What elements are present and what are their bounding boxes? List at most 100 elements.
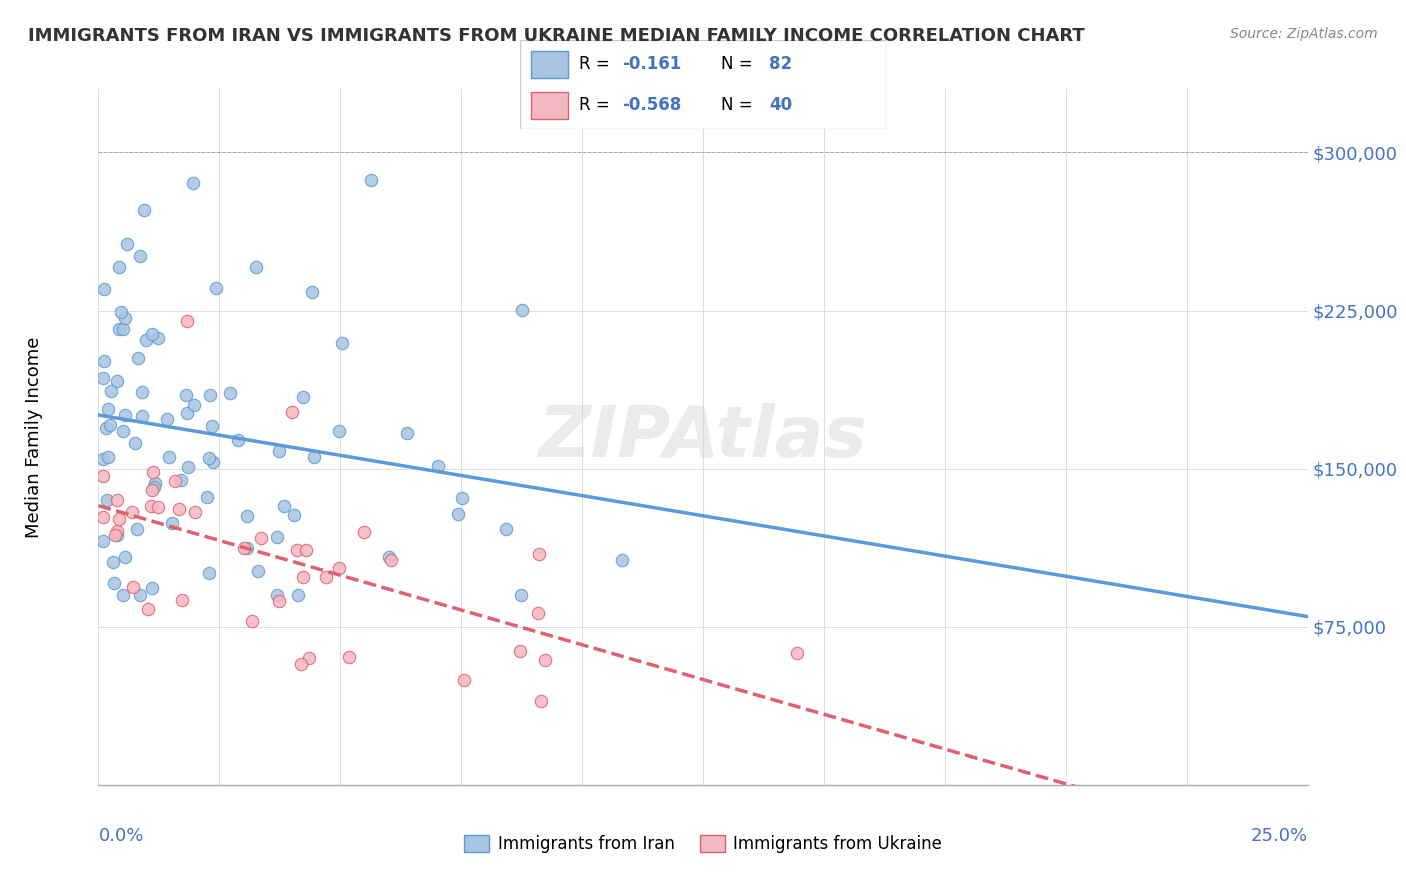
Point — [135, 334, 157, 348]
Point — [510, 303, 533, 318]
Point — [91, 451, 114, 466]
Point — [91, 534, 114, 549]
Point — [233, 541, 256, 555]
Text: 82: 82 — [769, 55, 792, 73]
Point — [328, 561, 350, 575]
Point — [291, 390, 314, 404]
Point — [139, 499, 162, 513]
Point — [129, 588, 152, 602]
Point — [246, 564, 269, 578]
Point — [110, 304, 132, 318]
Text: 0.0%: 0.0% — [98, 827, 143, 845]
Point — [200, 418, 222, 433]
Text: 40: 40 — [769, 96, 792, 114]
Point — [495, 522, 517, 536]
Point — [157, 450, 180, 464]
Text: IMMIGRANTS FROM IRAN VS IMMIGRANTS FROM UKRAINE MEDIAN FAMILY INCOME CORRELATION: IMMIGRANTS FROM IRAN VS IMMIGRANTS FROM … — [28, 27, 1085, 45]
Point — [304, 450, 326, 465]
Point — [266, 588, 288, 602]
Point — [267, 594, 290, 608]
Point — [183, 398, 205, 412]
Point — [294, 542, 316, 557]
Y-axis label: Median Family Income: Median Family Income — [25, 336, 42, 538]
Point — [360, 173, 382, 187]
Point — [184, 505, 207, 519]
Point — [176, 314, 198, 328]
Point — [283, 508, 305, 522]
Point — [198, 388, 221, 402]
Point — [131, 409, 153, 423]
Point — [509, 588, 531, 602]
Point — [112, 424, 135, 438]
Point — [146, 331, 169, 345]
Point — [527, 547, 550, 561]
Point — [91, 468, 114, 483]
Point — [141, 465, 163, 479]
Point — [97, 401, 120, 416]
Point — [156, 412, 179, 426]
Point — [170, 593, 193, 607]
Point — [96, 493, 118, 508]
Text: N =: N = — [721, 55, 758, 73]
Point — [395, 426, 418, 441]
Point — [163, 474, 186, 488]
Point — [380, 553, 402, 567]
Point — [195, 490, 218, 504]
Point — [146, 500, 169, 515]
Point — [105, 374, 128, 388]
Point — [527, 606, 550, 620]
Text: R =: R = — [579, 96, 614, 114]
Point — [245, 260, 267, 274]
Point — [786, 646, 808, 660]
Point — [273, 499, 295, 513]
Point — [125, 522, 148, 536]
Point — [315, 570, 337, 584]
Point — [121, 580, 143, 594]
Text: -0.568: -0.568 — [623, 96, 682, 114]
Point — [108, 260, 131, 274]
Point — [136, 601, 159, 615]
Point — [451, 491, 474, 505]
Text: 25.0%: 25.0% — [1250, 827, 1308, 845]
Point — [426, 458, 449, 473]
Point — [328, 424, 350, 438]
Point — [198, 566, 221, 581]
Point — [108, 322, 131, 336]
Point — [226, 434, 249, 448]
Point — [197, 451, 219, 466]
Text: R =: R = — [579, 55, 614, 73]
Point — [114, 408, 136, 422]
Point — [533, 653, 555, 667]
Point — [117, 237, 139, 252]
Point — [93, 282, 115, 296]
Text: -0.161: -0.161 — [623, 55, 682, 73]
Point — [267, 443, 290, 458]
Point — [142, 480, 165, 494]
Point — [91, 510, 114, 524]
Point — [141, 327, 163, 342]
Point — [236, 541, 259, 555]
Point — [240, 614, 263, 628]
Point — [141, 483, 163, 498]
Point — [131, 384, 153, 399]
Point — [129, 249, 152, 263]
Point — [167, 502, 190, 516]
Point — [170, 473, 193, 487]
Point — [453, 673, 475, 687]
Point — [108, 512, 131, 526]
Point — [174, 388, 197, 402]
Point — [103, 576, 125, 591]
Point — [132, 203, 155, 218]
Point — [121, 505, 143, 519]
Point — [509, 644, 531, 658]
Point — [94, 421, 117, 435]
Point — [103, 555, 125, 569]
Point — [285, 543, 308, 558]
FancyBboxPatch shape — [531, 92, 568, 119]
Point — [281, 405, 304, 419]
Point — [291, 570, 314, 584]
Point — [114, 549, 136, 564]
Point — [105, 524, 128, 538]
Point — [100, 384, 122, 398]
Point — [91, 371, 114, 385]
